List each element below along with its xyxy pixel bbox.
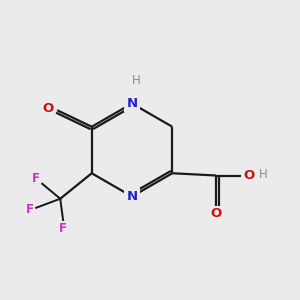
Text: O: O (42, 102, 53, 115)
Text: N: N (126, 190, 138, 203)
Text: H: H (132, 74, 141, 88)
Text: H: H (259, 167, 268, 181)
Text: F: F (59, 222, 67, 235)
Text: O: O (243, 169, 255, 182)
Text: F: F (26, 203, 34, 216)
Text: F: F (32, 172, 40, 185)
Text: N: N (126, 97, 138, 110)
Text: O: O (210, 207, 222, 220)
